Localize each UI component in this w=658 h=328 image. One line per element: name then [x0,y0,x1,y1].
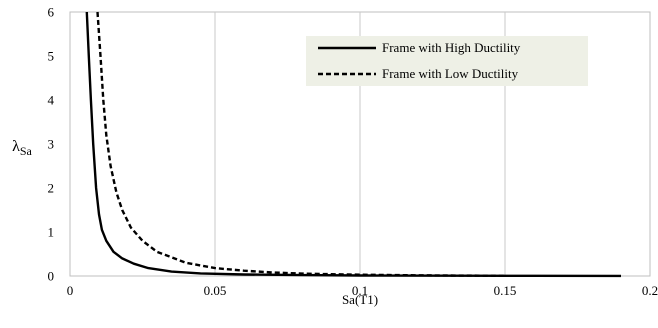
x-tick-label: 0.2 [642,283,658,298]
y-tick-label: 4 [48,93,55,108]
x-axis-label: Sa(T1) [342,292,378,307]
y-tick-label: 2 [48,181,55,196]
x-tick-label: 0.05 [204,283,227,298]
legend: Frame with High Ductility Frame with Low… [306,36,588,86]
legend-label-high-ductility: Frame with High Ductility [382,40,521,55]
y-tick-label: 3 [48,137,55,152]
y-axis-label: λSa [12,138,32,158]
x-tick-label: 0.15 [494,283,517,298]
y-tick-label: 6 [48,5,55,20]
y-axis-label-subscript: Sa [20,144,33,158]
y-tick-label: 0 [48,269,55,284]
legend-label-low-ductility: Frame with Low Ductility [382,66,519,81]
y-tick-label: 1 [48,225,55,240]
x-tick-label: 0 [67,283,74,298]
y-tick-label: 5 [48,49,55,64]
